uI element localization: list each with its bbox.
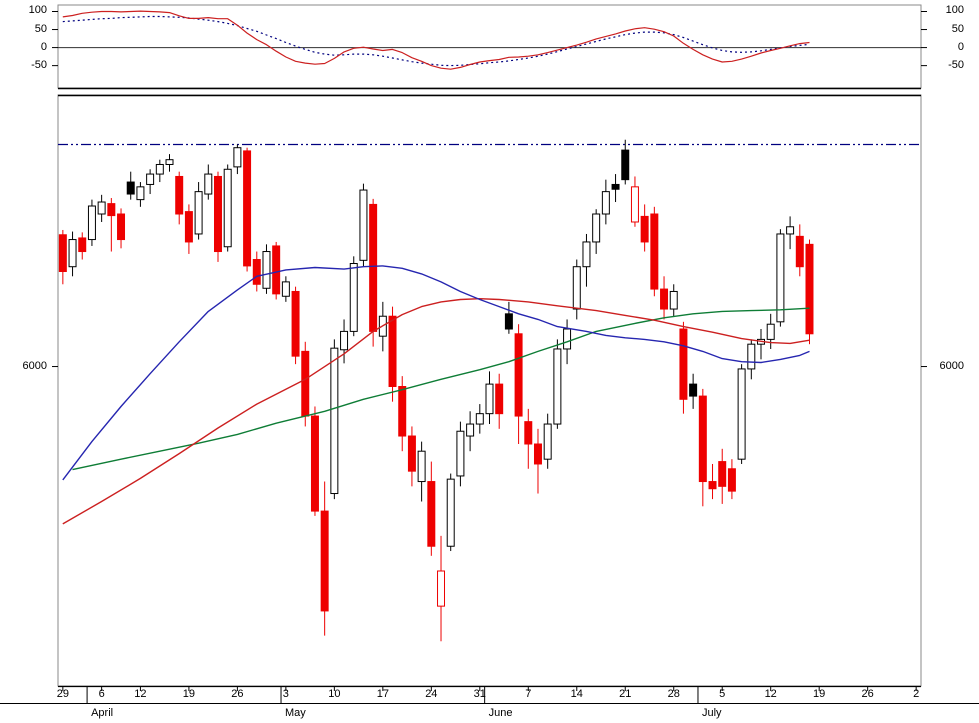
candle-20.4 (194, 191, 203, 235)
candle-8.6 (533, 443, 542, 465)
candle-23.6 (640, 215, 649, 243)
candle-11.6 (563, 328, 572, 350)
candle-3.6 (504, 313, 513, 330)
candle-1.7 (698, 395, 707, 483)
candle-7.6 (524, 421, 533, 445)
candle-1.6 (485, 383, 494, 415)
candle-12.7 (766, 323, 775, 340)
candle-18.6 (611, 183, 620, 190)
candle-26.5 (446, 478, 455, 547)
oscillator-signal-line (62, 15, 810, 67)
candle-24.5 (427, 481, 436, 547)
candle-29.3 (58, 234, 67, 273)
candle-29.4 (262, 251, 271, 289)
candle-6.4 (97, 201, 106, 215)
candle-8.4 (117, 213, 126, 241)
candle-30.3 (68, 239, 77, 268)
candle-13.5 (359, 189, 368, 261)
ma-short-line (62, 265, 810, 481)
candle-16.4 (175, 175, 184, 215)
candle-18.5 (388, 315, 397, 388)
candle-21.4 (204, 173, 213, 195)
candle-12.4 (136, 186, 145, 201)
candle-3.5 (281, 281, 290, 297)
candle-11.5 (340, 330, 349, 351)
candle-15.4 (165, 159, 174, 165)
candle-25.6 (660, 288, 669, 310)
candle-7.5 (320, 510, 329, 612)
candle-12.5 (349, 263, 358, 332)
candle-16.7 (805, 243, 814, 335)
candle-21.6 (621, 149, 630, 181)
candle-28.4 (252, 259, 261, 285)
candle-25.5 (437, 570, 446, 607)
candle-16.6 (592, 213, 601, 243)
candle-31.3 (78, 237, 87, 253)
candle-8.7 (747, 343, 756, 370)
candle-15.6 (582, 241, 591, 268)
candle-6.5 (310, 415, 319, 512)
candle-14.7 (786, 226, 795, 235)
ma-long-line (72, 307, 810, 471)
candle-9.6 (543, 423, 552, 460)
candle-31.5 (475, 413, 484, 425)
candle-30.6 (689, 383, 698, 397)
candle-19.5 (398, 386, 407, 437)
candle-21.5 (417, 450, 426, 483)
candle-7.4 (107, 203, 116, 217)
candle-14.5 (369, 203, 378, 332)
candle-10.5 (330, 347, 339, 495)
candle-13.7 (776, 233, 785, 323)
candle-29.6 (679, 328, 688, 400)
candle-2.7 (708, 481, 717, 490)
candle-30.4 (272, 245, 281, 295)
ma-medium-line (62, 298, 810, 525)
candle-6.7 (727, 468, 736, 492)
candle-24.6 (650, 213, 659, 290)
candle-2.6 (495, 383, 504, 415)
candle-27.5 (456, 430, 465, 477)
candle-13.4 (146, 173, 155, 185)
candle-26.4 (233, 147, 242, 168)
candle-4.6 (514, 333, 523, 417)
candle-27.4 (243, 150, 252, 267)
candle-1.4 (87, 205, 96, 241)
candle-20.5 (407, 435, 416, 472)
candle-17.6 (601, 191, 610, 215)
candle-15.7 (795, 235, 804, 268)
candle-23.4 (223, 168, 232, 248)
candle-5.5 (301, 350, 310, 417)
oscillator-main-line (62, 10, 810, 70)
candle-7.7 (737, 368, 746, 460)
candle-22.4 (214, 175, 222, 253)
candle-14.6 (572, 266, 581, 310)
candle-5.7 (718, 461, 727, 487)
candle-22.6 (630, 186, 639, 223)
candle-28.5 (466, 423, 475, 437)
candle-28.6 (669, 290, 678, 310)
candle-14.4 (155, 163, 164, 175)
candle-10.6 (553, 348, 562, 425)
candle-9.4 (126, 181, 135, 195)
candle-19.4 (184, 211, 193, 243)
candle-4.5 (291, 290, 300, 357)
